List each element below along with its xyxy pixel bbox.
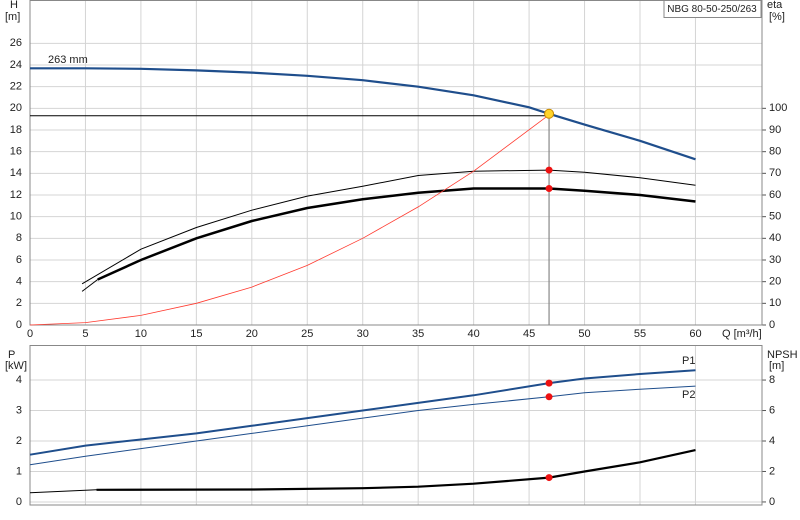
duty-point [545, 379, 553, 387]
y2-tick-label: 40 [769, 232, 781, 244]
y2-axis-unit: [m] [769, 360, 784, 372]
x-tick-label: 20 [246, 328, 258, 340]
y-tick-label: 24 [10, 59, 22, 71]
y-tick-label: 6 [16, 254, 22, 266]
x-tick-label: 60 [689, 328, 701, 340]
y2-tick-label: 30 [769, 254, 781, 266]
y-tick-label: 4 [16, 276, 22, 288]
y2-tick-label: 50 [769, 211, 781, 223]
y-tick-label: 0 [16, 319, 22, 331]
y2-tick-label: 80 [769, 146, 781, 158]
plot-area [30, 345, 762, 505]
y-tick-label: 18 [10, 124, 22, 136]
series-label: 263 mm [48, 54, 88, 66]
y2-tick-label: 10 [769, 297, 781, 309]
y-tick-label: 20 [10, 102, 22, 114]
y-axis-unit: [m] [5, 11, 20, 23]
y-tick-label: 3 [16, 404, 22, 416]
y-tick-label: 2 [16, 435, 22, 447]
curve [29, 114, 550, 326]
y2-axis-unit: [%] [769, 11, 785, 23]
plot-frame [29, 345, 763, 506]
x-tick-label: 25 [301, 328, 313, 340]
y-axis-label: P [8, 349, 15, 361]
x-tick-label: 5 [82, 328, 88, 340]
duty-point [545, 474, 553, 482]
x-tick-label: 10 [135, 328, 147, 340]
y-tick-label: 4 [16, 374, 22, 386]
y2-tick-label: 0 [769, 496, 775, 508]
plot-frame [29, 0, 763, 326]
y2-tick-label: 0 [769, 319, 775, 331]
x-tick-label: 55 [634, 328, 646, 340]
y-axis-label: H [10, 0, 18, 11]
y2-axis-label: eta [767, 0, 783, 11]
y2-tick-label: 4 [769, 435, 775, 447]
y2-tick-label: 20 [769, 276, 781, 288]
x-tick-label: 40 [468, 328, 480, 340]
y2-tick-label: 90 [769, 124, 781, 136]
duty-point [544, 108, 555, 119]
curve [81, 279, 99, 292]
x-tick-label: 30 [357, 328, 369, 340]
y2-tick-label: 100 [769, 102, 787, 114]
curve [30, 67, 696, 161]
y2-tick-label: 2 [769, 465, 775, 477]
x-tick-label: 35 [412, 328, 424, 340]
duty-point [545, 393, 553, 401]
duty-point [545, 185, 553, 192]
curve [29, 385, 696, 466]
x-tick-label: 50 [578, 328, 590, 340]
y-tick-label: 10 [10, 211, 22, 223]
curve [29, 489, 97, 494]
y-tick-label: 22 [10, 81, 22, 93]
y-tick-label: 2 [16, 297, 22, 309]
plot-area [30, 0, 762, 325]
series-label: P2 [682, 389, 695, 401]
y2-tick-label: 8 [769, 374, 775, 386]
y-tick-label: 14 [10, 167, 22, 179]
y-tick-label: 16 [10, 146, 22, 158]
y2-tick-label: 70 [769, 167, 781, 179]
title-box [663, 0, 762, 18]
curve [81, 169, 696, 285]
x-tick-label: 15 [190, 328, 202, 340]
y2-tick-label: 6 [769, 404, 775, 416]
curve [97, 187, 696, 281]
x-axis-label: Q [m³/h] [722, 328, 762, 340]
curve [29, 369, 696, 456]
x-tick-label: 0 [27, 328, 33, 340]
x-tick-label: 45 [523, 328, 535, 340]
y2-axis-label: NPSH [767, 349, 798, 361]
y-tick-label: 26 [10, 37, 22, 49]
y-tick-label: 8 [16, 232, 22, 244]
y-axis-unit: [kW] [5, 360, 27, 372]
y-tick-label: 12 [10, 189, 22, 201]
duty-point [545, 166, 553, 174]
curve [96, 449, 696, 491]
y-tick-label: 0 [16, 496, 22, 508]
series-label: P1 [682, 355, 695, 367]
chart-title: NBG 80-50-250/263 [667, 4, 757, 15]
y-tick-label: 1 [16, 465, 22, 477]
y2-tick-label: 60 [769, 189, 781, 201]
